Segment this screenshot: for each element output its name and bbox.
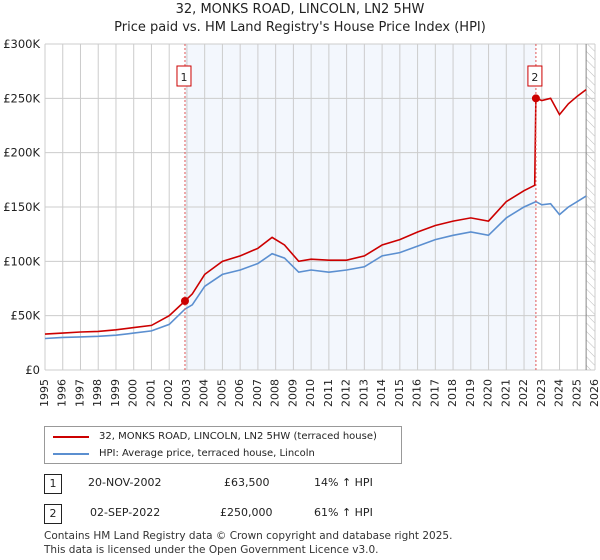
- x-tick-label: 2012: [340, 379, 353, 407]
- x-tick-label: 2011: [322, 379, 335, 407]
- x-tick-label: 2000: [127, 379, 140, 407]
- x-tick-label: 2022: [517, 379, 530, 407]
- transaction-price: £63,500: [224, 476, 270, 489]
- x-tick-label: 2021: [499, 379, 512, 407]
- legend-swatch-blue: [53, 453, 89, 455]
- x-tick-label: 2007: [251, 379, 264, 407]
- x-tick-label: 2020: [482, 379, 495, 407]
- chart-title: 32, MONKS ROAD, LINCOLN, LN2 5HW: [175, 2, 425, 17]
- x-tick-label: 2002: [162, 379, 175, 407]
- transaction-hpi: 14% ↑ HPI: [314, 476, 373, 489]
- y-tick-label: £150K: [3, 200, 40, 214]
- y-tick-label: £250K: [3, 91, 40, 105]
- footer: Contains HM Land Registry data © Crown c…: [44, 529, 452, 557]
- x-tick-label: 2018: [446, 379, 459, 407]
- sale-marker-label: 2: [531, 71, 538, 84]
- transaction-hpi: 61% ↑ HPI: [314, 506, 373, 519]
- x-tick-label: 2025: [570, 379, 583, 407]
- x-tick-label: 2008: [269, 379, 282, 407]
- y-tick-label: £50K: [11, 309, 41, 323]
- legend-swatch-red: [53, 436, 89, 438]
- legend-item-hpi: HPI: Average price, terraced house, Linc…: [53, 446, 315, 462]
- x-tick-label: 2004: [198, 379, 211, 407]
- legend-label: HPI: Average price, terraced house, Linc…: [99, 448, 315, 459]
- chart-subtitle: Price paid vs. HM Land Registry's House …: [114, 20, 486, 35]
- y-tick-label: £300K: [3, 37, 40, 51]
- x-tick-label: 2015: [393, 379, 406, 407]
- x-tick-label: 2017: [428, 379, 441, 407]
- footer-licence: This data is licensed under the Open Gov…: [44, 544, 379, 556]
- legend-label: 32, MONKS ROAD, LINCOLN, LN2 5HW (terrac…: [99, 431, 377, 442]
- x-tick-label: 1997: [73, 379, 86, 407]
- x-tick-label: 1999: [109, 379, 122, 407]
- x-tick-label: 2001: [144, 379, 157, 407]
- price-chart: 1 2 1995 1996 1997 1998 1999 2000 2001 2002 2003 20…: [3, 37, 600, 407]
- x-tick-label: 1998: [91, 379, 104, 407]
- x-tick-label: 2023: [535, 379, 548, 407]
- x-tick-label: 2024: [553, 379, 566, 407]
- y-tick-label: £0: [25, 363, 40, 377]
- transaction-price: £250,000: [220, 506, 273, 519]
- sale-point: [531, 94, 540, 103]
- y-tick-label: £200K: [3, 146, 40, 160]
- x-tick-label: 1995: [38, 379, 51, 407]
- legend-item-property: 32, MONKS ROAD, LINCOLN, LN2 5HW (terrac…: [53, 429, 377, 445]
- sale-point: [180, 296, 189, 305]
- transaction-date: 02-SEP-2022: [90, 506, 161, 519]
- chart-legend: 32, MONKS ROAD, LINCOLN, LN2 5HW (terrac…: [44, 426, 402, 464]
- x-tick-label: 2009: [286, 379, 299, 407]
- x-tick-label: 2013: [357, 379, 370, 407]
- x-tick-label: 2006: [233, 379, 246, 407]
- sale-marker-box: [176, 65, 192, 87]
- x-tick-label: 2026: [588, 379, 600, 407]
- sale-marker-box: [527, 65, 543, 87]
- x-tick-label: 2010: [304, 379, 317, 407]
- x-tick-label: 2014: [375, 379, 388, 407]
- transaction-date: 20-NOV-2002: [88, 476, 162, 489]
- transaction-row: 1 20-NOV-2002 £63,500 14% ↑ HPI: [44, 474, 444, 494]
- y-tick-label: £100K: [3, 254, 40, 268]
- x-tick-label: 2005: [215, 379, 228, 407]
- transaction-badge: 1: [44, 474, 62, 494]
- x-tick-label: 2003: [180, 379, 193, 407]
- x-tick-label: 1996: [56, 379, 69, 407]
- footer-copyright: Contains HM Land Registry data © Crown c…: [44, 530, 453, 542]
- x-tick-label: 2019: [464, 379, 477, 407]
- x-tick-label: 2016: [411, 379, 424, 407]
- sale-marker-label: 1: [180, 71, 187, 84]
- transaction-row: 2 02-SEP-2022 £250,000 61% ↑ HPI: [44, 504, 444, 524]
- transaction-badge: 2: [44, 504, 62, 524]
